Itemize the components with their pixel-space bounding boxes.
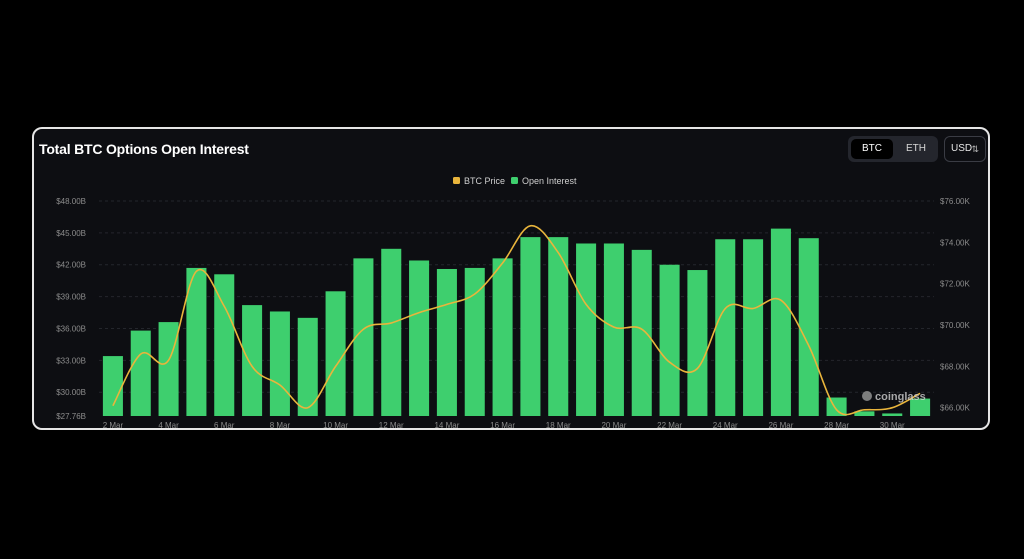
open-interest-bar[interactable] xyxy=(381,248,402,416)
x-tick-label: 20 Mar xyxy=(601,421,626,430)
x-tick-label: 6 Mar xyxy=(214,421,235,430)
y-left-tick-label: $45.00B xyxy=(56,229,86,238)
open-interest-bar[interactable] xyxy=(603,243,624,416)
open-interest-bar[interactable] xyxy=(576,243,597,416)
open-interest-bar[interactable] xyxy=(854,411,875,416)
y-left-tick-label: $27.76B xyxy=(56,412,86,421)
y-right-tick-label: $76.00K xyxy=(940,197,970,206)
y-right-tick-label: $70.00K xyxy=(940,321,970,330)
chart-card: Total BTC Options Open Interest BTC ETH … xyxy=(32,127,990,430)
open-interest-chart: $48.00B $45.00B $42.00B $39.00B $36.00B $33.0… xyxy=(56,176,970,430)
y-left-tick-label: $48.00B xyxy=(56,197,86,206)
y-right-tick-label: $74.00K xyxy=(940,238,970,247)
open-interest-bar[interactable] xyxy=(325,291,346,416)
open-interest-bar[interactable] xyxy=(910,398,931,416)
legend-swatch-btc-price xyxy=(453,177,460,184)
open-interest-bar[interactable] xyxy=(743,239,764,416)
asset-toggle: BTC ETH xyxy=(848,136,938,162)
open-interest-bar[interactable] xyxy=(269,311,290,416)
open-interest-bar[interactable] xyxy=(409,260,430,416)
open-interest-bar[interactable] xyxy=(520,237,541,416)
x-tick-label: 4 Mar xyxy=(158,421,179,430)
open-interest-bar[interactable] xyxy=(687,270,708,416)
open-interest-bar[interactable] xyxy=(798,238,819,416)
x-tick-label: 30 Mar xyxy=(880,421,905,430)
open-interest-bar[interactable] xyxy=(297,317,318,416)
watermark: coinglass xyxy=(862,391,926,403)
x-tick-label: 28 Mar xyxy=(824,421,849,430)
x-tick-label: 24 Mar xyxy=(713,421,738,430)
legend-label-btc-price[interactable]: BTC Price xyxy=(464,176,505,186)
open-interest-bar[interactable] xyxy=(826,397,847,416)
currency-value: USD xyxy=(951,143,973,154)
x-tick-label: 22 Mar xyxy=(657,421,682,430)
currency-select[interactable]: USD ⇅ xyxy=(944,136,986,162)
open-interest-bar[interactable] xyxy=(130,330,151,416)
open-interest-bar[interactable] xyxy=(548,237,569,416)
btc-toggle-button[interactable]: BTC xyxy=(851,139,893,159)
y-left-tick-label: $33.00B xyxy=(56,356,86,365)
y-right-tick-label: $66.00K xyxy=(940,404,970,413)
open-interest-bar[interactable] xyxy=(242,305,263,416)
open-interest-bar[interactable] xyxy=(158,322,179,416)
coinglass-logo-icon xyxy=(862,391,872,401)
open-interest-bar[interactable] xyxy=(631,249,652,416)
watermark-text: coinglass xyxy=(875,391,926,403)
open-interest-bar[interactable] xyxy=(715,239,736,416)
x-tick-label: 16 Mar xyxy=(490,421,515,430)
x-tick-label: 2 Mar xyxy=(103,421,124,430)
btc-price-line xyxy=(112,224,921,416)
chart-title: Total BTC Options Open Interest xyxy=(39,141,249,157)
open-interest-bar[interactable] xyxy=(214,274,235,416)
open-interest-bar[interactable] xyxy=(436,268,457,416)
open-interest-bar[interactable] xyxy=(186,267,207,416)
x-tick-label: 14 Mar xyxy=(434,421,459,430)
y-left-tick-label: $42.00B xyxy=(56,261,86,270)
open-interest-bar[interactable] xyxy=(492,258,513,416)
x-tick-label: 10 Mar xyxy=(323,421,348,430)
x-tick-label: 12 Mar xyxy=(379,421,404,430)
open-interest-bar[interactable] xyxy=(353,258,374,416)
x-tick-label: 8 Mar xyxy=(270,421,291,430)
y-left-tick-label: $30.00B xyxy=(56,388,86,397)
open-interest-bar[interactable] xyxy=(464,267,485,416)
x-tick-label: 18 Mar xyxy=(546,421,571,430)
y-left-tick-label: $36.00B xyxy=(56,324,86,333)
y-left-tick-label: $39.00B xyxy=(56,293,86,302)
eth-toggle-button[interactable]: ETH xyxy=(906,143,926,154)
y-right-tick-label: $68.00K xyxy=(940,362,970,371)
legend-label-open-interest[interactable]: Open Interest xyxy=(522,176,577,186)
legend-swatch-open-interest xyxy=(511,177,518,184)
x-tick-label: 26 Mar xyxy=(768,421,793,430)
chevron-updown-icon: ⇅ xyxy=(971,144,979,154)
open-interest-bar[interactable] xyxy=(882,413,903,416)
open-interest-bar[interactable] xyxy=(102,356,123,416)
open-interest-bar[interactable] xyxy=(659,264,680,416)
open-interest-bar[interactable] xyxy=(770,228,791,416)
y-right-tick-label: $72.00K xyxy=(940,280,970,289)
